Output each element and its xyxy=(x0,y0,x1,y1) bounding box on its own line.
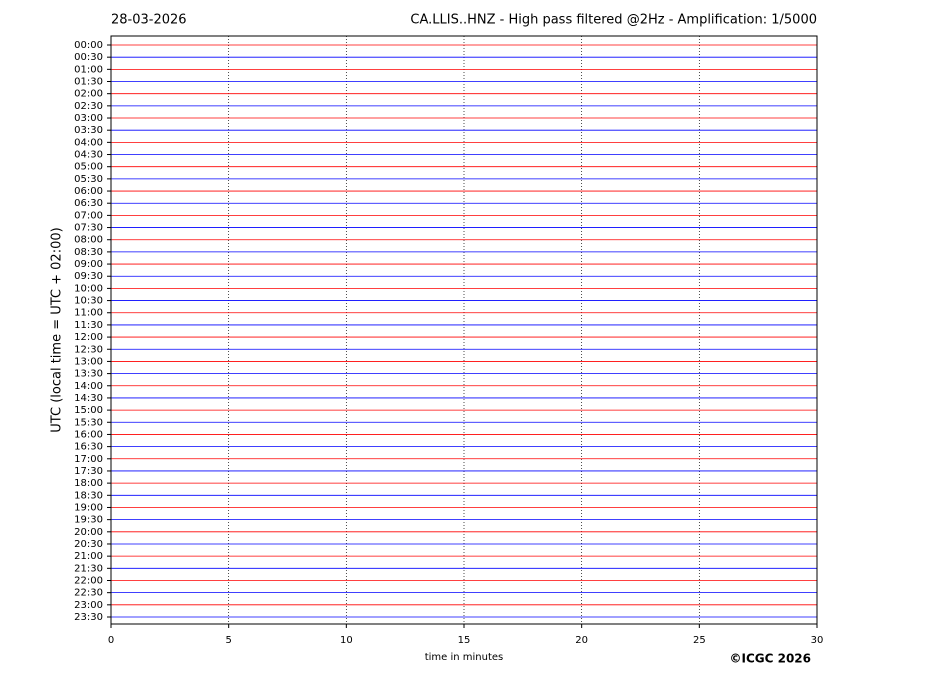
y-tick-label: 15:00 xyxy=(74,405,103,416)
y-tick-label: 17:30 xyxy=(74,466,103,477)
y-tick-label: 05:30 xyxy=(74,174,103,185)
y-tick-label: 15:30 xyxy=(74,417,103,428)
y-tick-label: 22:30 xyxy=(74,588,103,599)
y-tick-label: 14:00 xyxy=(74,381,103,392)
y-tick-label: 04:00 xyxy=(74,137,103,148)
x-axis-label: time in minutes xyxy=(425,652,504,663)
y-tick-label: 18:00 xyxy=(74,478,103,489)
date: 28-03-2026 xyxy=(111,13,187,28)
y-tick-label: 10:30 xyxy=(74,296,103,307)
y-tick-label: 12:00 xyxy=(74,332,103,343)
y-tick-label: 21:00 xyxy=(74,551,103,562)
y-tick-label: 02:30 xyxy=(74,101,103,112)
x-tick-label: 5 xyxy=(225,635,231,646)
y-tick-label: 03:30 xyxy=(74,125,103,136)
y-tick-label: 00:00 xyxy=(74,40,103,51)
y-tick-label: 02:00 xyxy=(74,89,103,100)
y-tick-label: 16:30 xyxy=(74,442,103,453)
x-tick-label: 20 xyxy=(575,635,588,646)
x-tick-label: 25 xyxy=(693,635,706,646)
y-tick-label: 20:30 xyxy=(74,539,103,550)
y-tick-label: 05:00 xyxy=(74,162,103,173)
credit: ©ICGC 2026 xyxy=(729,652,811,666)
y-tick-label: 06:00 xyxy=(74,186,103,197)
y-tick-label: 10:00 xyxy=(74,283,103,294)
y-tick-label: 09:30 xyxy=(74,271,103,282)
y-tick-label: 16:00 xyxy=(74,429,103,440)
y-tick-label: 14:30 xyxy=(74,393,103,404)
y-tick-label: 23:30 xyxy=(74,612,103,623)
plot-frame xyxy=(110,35,818,625)
x-tick-label: 30 xyxy=(811,635,824,646)
y-tick-label: 13:00 xyxy=(74,356,103,367)
y-tick-label: 21:30 xyxy=(74,563,103,574)
y-tick-label: 20:00 xyxy=(74,527,103,538)
y-tick-label: 07:00 xyxy=(74,210,103,221)
y-tick-label: 07:30 xyxy=(74,223,103,234)
x-tick-label: 10 xyxy=(340,635,353,646)
y-tick-label: 13:30 xyxy=(74,369,103,380)
y-tick-label: 17:00 xyxy=(74,454,103,465)
y-tick-label: 23:00 xyxy=(74,600,103,611)
x-tick-label: 0 xyxy=(108,635,114,646)
y-tick-label: 00:30 xyxy=(74,52,103,63)
y-tick-label: 19:30 xyxy=(74,515,103,526)
y-tick-label: 03:00 xyxy=(74,113,103,124)
y-tick-label: 04:30 xyxy=(74,150,103,161)
y-tick-label: 22:00 xyxy=(74,575,103,586)
y-tick-label: 12:30 xyxy=(74,344,103,355)
y-tick-label: 18:30 xyxy=(74,490,103,501)
y-tick-label: 09:00 xyxy=(74,259,103,270)
y-axis-label: UTC (local time = UTC + 02:00) xyxy=(50,227,65,432)
y-tick-label: 01:30 xyxy=(74,77,103,88)
y-tick-label: 08:00 xyxy=(74,235,103,246)
y-tick-label: 08:30 xyxy=(74,247,103,258)
x-tick-label: 15 xyxy=(458,635,471,646)
chart-title: CA.LLIS..HNZ - High pass filtered @2Hz -… xyxy=(410,13,817,28)
y-tick-label: 11:00 xyxy=(74,308,103,319)
y-tick-label: 06:30 xyxy=(74,198,103,209)
y-tick-label: 11:30 xyxy=(74,320,103,331)
y-tick-label: 01:00 xyxy=(74,64,103,75)
y-tick-label: 19:00 xyxy=(74,502,103,513)
